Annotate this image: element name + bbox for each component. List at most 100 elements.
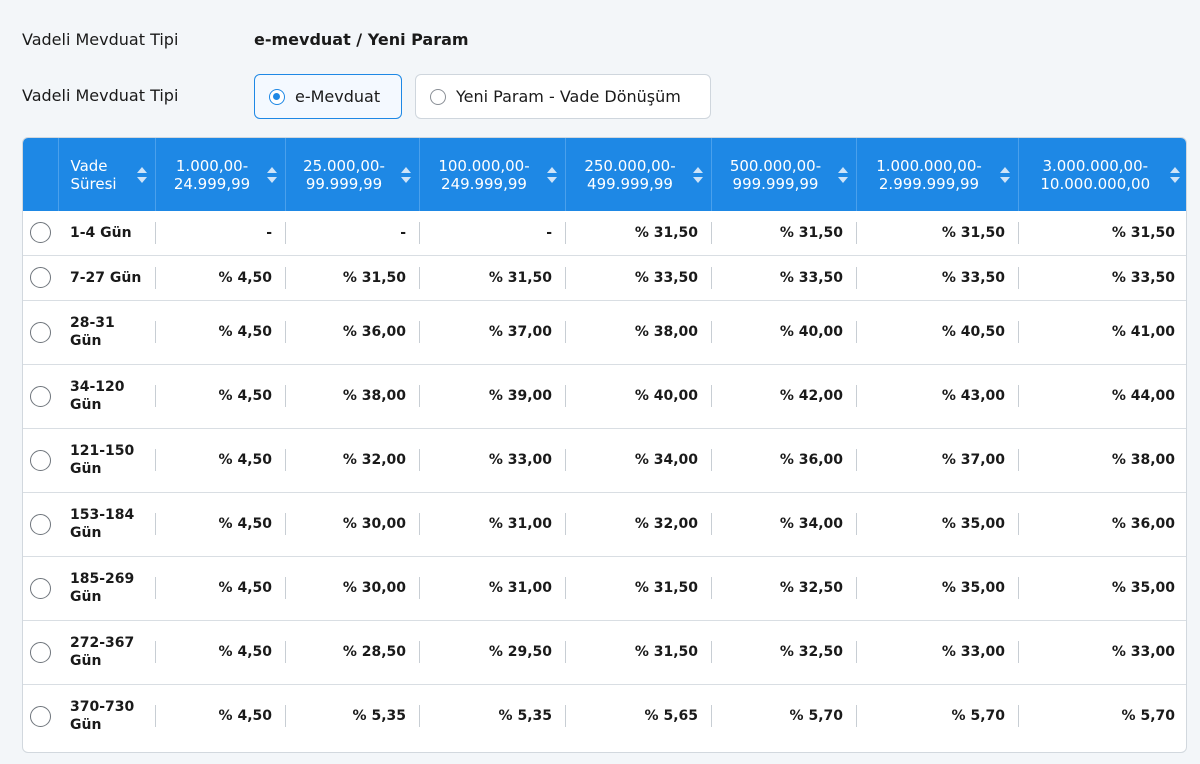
sort-icon[interactable] bbox=[999, 166, 1010, 183]
duration-line: Gün bbox=[70, 333, 102, 349]
row-radio-icon[interactable] bbox=[30, 222, 51, 244]
rate-cell: % 43,00 bbox=[856, 364, 1018, 428]
header-amount-range[interactable]: 250.000,00- 499.999,99 bbox=[564, 138, 711, 211]
sort-icon[interactable] bbox=[1170, 166, 1180, 183]
row-radio-icon[interactable] bbox=[30, 267, 51, 288]
sort-icon[interactable] bbox=[136, 166, 147, 183]
row-radio-icon[interactable] bbox=[30, 577, 51, 599]
table-row[interactable]: 153-184 Gün% 4,50% 30,00% 31,00% 32,00% 3… bbox=[23, 492, 1186, 556]
header-amount-range[interactable]: 1.000,00- 24.999,99 bbox=[154, 138, 285, 211]
rate-cell: % 31,50 bbox=[565, 211, 711, 255]
row-radio-icon[interactable] bbox=[30, 513, 51, 535]
rate-cell: % 4,50 bbox=[155, 556, 285, 620]
rate-cell: % 5,70 bbox=[856, 684, 1018, 748]
header-amount-range[interactable]: 500.000,00- 999.999,99 bbox=[710, 138, 856, 211]
rate-cell: % 31,00 bbox=[419, 492, 565, 556]
row-select-cell bbox=[23, 300, 58, 364]
rate-cell: % 4,50 bbox=[155, 492, 285, 556]
header-amount-range[interactable]: 25.000,00- 99.999,99 bbox=[284, 138, 419, 211]
rate-cell: % 36,00 bbox=[285, 300, 419, 364]
header-line: 500.000,00- bbox=[729, 156, 822, 175]
sort-icon[interactable] bbox=[400, 166, 411, 183]
duration-line: 7-27 Gün bbox=[70, 269, 142, 286]
option-yeni-param[interactable]: Yeni Param - Vade Dönüşüm bbox=[415, 74, 711, 119]
rate-cell: % 33,50 bbox=[711, 255, 856, 300]
duration-cell: 153-184 Gün bbox=[58, 492, 155, 556]
rate-cell: % 29,50 bbox=[419, 620, 565, 684]
rate-cell: % 4,50 bbox=[155, 684, 285, 748]
rate-cell: % 40,50 bbox=[856, 300, 1018, 364]
table-row[interactable]: 185-269 Gün% 4,50% 30,00% 31,00% 31,50% 3… bbox=[23, 556, 1186, 620]
row-radio-icon[interactable] bbox=[30, 321, 51, 343]
option-e-mevduat[interactable]: e-Mevduat bbox=[254, 74, 402, 119]
table-row[interactable]: 370-730 Gün% 4,50% 5,35% 5,35% 5,65% 5,70… bbox=[23, 684, 1186, 748]
duration-cell: 1-4 Gün bbox=[58, 211, 155, 255]
rate-cell: % 32,50 bbox=[711, 620, 856, 684]
duration-line: Gün bbox=[70, 717, 102, 734]
header-line: 1.000,00- bbox=[175, 156, 249, 175]
rate-cell: % 34,00 bbox=[711, 492, 856, 556]
row-radio-icon[interactable] bbox=[30, 641, 51, 663]
rate-cell: % 5,70 bbox=[1018, 684, 1186, 748]
radio-selected-icon[interactable] bbox=[269, 88, 285, 105]
rate-cell: - bbox=[419, 211, 565, 255]
rate-cell: % 30,00 bbox=[285, 556, 419, 620]
duration-line: 1-4 Gün bbox=[70, 224, 132, 241]
header-vade-suresi[interactable]: Vade Süresi bbox=[57, 138, 155, 211]
table-row[interactable]: 1-4 Gün - - -% 31,50% 31,50% 31,50% 31,50 bbox=[23, 211, 1186, 255]
row-select-cell bbox=[23, 255, 58, 300]
header-line: 2.999.999,99 bbox=[878, 174, 980, 193]
rate-cell: % 33,00 bbox=[1018, 620, 1186, 684]
table-row[interactable]: 121-150 Gün% 4,50% 32,00% 33,00% 34,00% 3… bbox=[23, 428, 1186, 492]
duration-line: 34-120 bbox=[70, 379, 125, 395]
rate-cell: % 32,50 bbox=[711, 556, 856, 620]
rate-cell: % 4,50 bbox=[155, 255, 285, 300]
row-radio-icon[interactable] bbox=[30, 449, 51, 471]
table-row[interactable]: 272-367 Gün% 4,50% 28,50% 29,50% 31,50% 3… bbox=[23, 620, 1186, 684]
duration-cell: 7-27 Gün bbox=[58, 255, 155, 300]
rate-cell: % 5,70 bbox=[711, 684, 856, 748]
header-select-column bbox=[23, 138, 58, 211]
rate-cell: % 37,00 bbox=[856, 428, 1018, 492]
table-header-row: Vade Süresi 1.000,00- 24.999,99 25.000,0… bbox=[23, 138, 1186, 211]
table-row[interactable]: 28-31 Gün% 4,50% 36,00% 37,00% 38,00% 40,… bbox=[23, 300, 1186, 364]
rate-cell: % 33,50 bbox=[565, 255, 711, 300]
header-line: 10.000.000,00 bbox=[1040, 174, 1151, 193]
rate-cell: % 35,00 bbox=[856, 492, 1018, 556]
duration-line: Gün bbox=[70, 525, 102, 541]
header-amount-range[interactable]: 3.000.000,00- 10.000.000,00 bbox=[1017, 138, 1186, 211]
rate-cell: % 32,00 bbox=[285, 428, 419, 492]
header-line: 499.999,99 bbox=[587, 174, 673, 193]
rate-cell: % 35,00 bbox=[1018, 556, 1186, 620]
rate-cell: % 44,00 bbox=[1018, 364, 1186, 428]
rate-cell: % 42,00 bbox=[711, 364, 856, 428]
row-radio-icon[interactable] bbox=[30, 385, 51, 407]
header-line: 999.999,99 bbox=[732, 174, 819, 193]
rate-cell: % 31,50 bbox=[1018, 211, 1186, 255]
rate-cell: % 41,00 bbox=[1018, 300, 1186, 364]
row-select-cell bbox=[23, 620, 58, 684]
rate-cell: % 31,00 bbox=[419, 556, 565, 620]
rate-cell: % 33,50 bbox=[1018, 255, 1186, 300]
sort-icon[interactable] bbox=[837, 166, 848, 183]
header-amount-range[interactable]: 100.000,00- 249.999,99 bbox=[418, 138, 565, 211]
duration-line: 153-184 bbox=[70, 507, 135, 523]
rate-cell: % 40,00 bbox=[711, 300, 856, 364]
sort-icon[interactable] bbox=[266, 166, 277, 183]
sort-icon[interactable] bbox=[546, 166, 557, 183]
table-row[interactable]: 7-27 Gün% 4,50% 31,50% 31,50% 33,50% 33,… bbox=[23, 255, 1186, 300]
header-line: 1.000.000,00- bbox=[876, 156, 982, 175]
rate-cell: % 36,00 bbox=[711, 428, 856, 492]
rate-cell: % 31,50 bbox=[856, 211, 1018, 255]
rates-table: Vade Süresi 1.000,00- 24.999,99 25.000,0… bbox=[22, 137, 1187, 753]
rate-cell: % 5,35 bbox=[419, 684, 565, 748]
option-label: e-Mevduat bbox=[295, 87, 381, 106]
sort-icon[interactable] bbox=[692, 166, 703, 183]
table-row[interactable]: 34-120 Gün % 4,50% 38,00% 39,00% 40,00% 42… bbox=[23, 364, 1186, 428]
row-select-cell bbox=[23, 556, 58, 620]
radio-icon[interactable] bbox=[430, 88, 446, 105]
row-radio-icon[interactable] bbox=[30, 705, 51, 727]
info-label: Vadeli Mevduat Tipi bbox=[22, 30, 179, 49]
rate-cell: % 33,00 bbox=[856, 620, 1018, 684]
header-amount-range[interactable]: 1.000.000,00- 2.999.999,99 bbox=[855, 138, 1018, 211]
